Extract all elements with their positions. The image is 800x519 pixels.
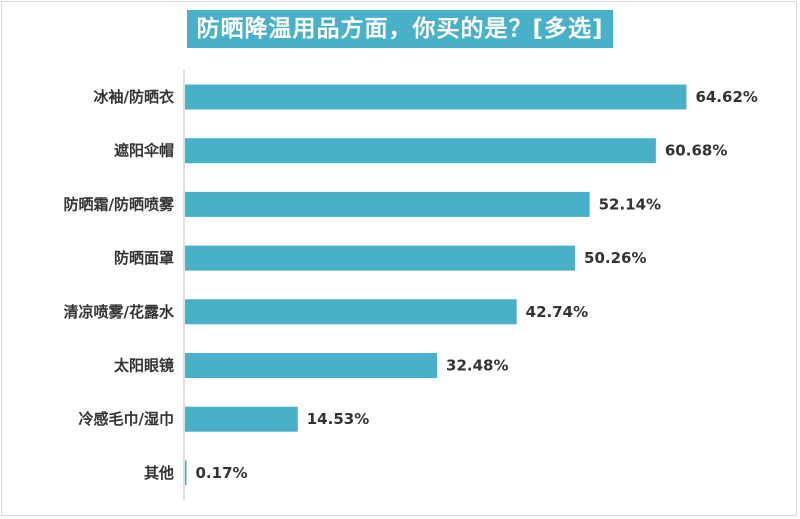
title-container: 防晒降温用品方面，你买的是？[多选]	[0, 10, 800, 48]
bar	[185, 460, 187, 486]
value-label: 14.53%	[307, 410, 369, 428]
category-label: 冰袖/防晒衣	[94, 88, 174, 106]
chart-title: 防晒降温用品方面，你买的是？[多选]	[187, 10, 613, 48]
value-label: 60.68%	[665, 142, 727, 160]
category-label: 清凉喷雾/花露水	[64, 303, 175, 321]
bar	[185, 299, 517, 325]
value-label: 42.74%	[526, 303, 588, 321]
value-label: 32.48%	[446, 357, 508, 375]
bar	[185, 245, 576, 271]
category-label: 太阳眼镜	[114, 357, 174, 375]
value-label: 64.62%	[695, 88, 757, 106]
category-label: 冷感毛巾/湿巾	[79, 410, 174, 428]
bar	[185, 406, 298, 432]
category-label: 防晒霜/防晒喷雾	[64, 195, 175, 213]
bar	[185, 353, 438, 378]
category-label: 遮阳伞帽	[114, 142, 174, 160]
category-label: 其他	[144, 464, 174, 482]
value-label: 50.26%	[584, 249, 646, 267]
bar	[185, 191, 590, 217]
category-label: 防晒面罩	[114, 249, 174, 267]
value-label: 0.17%	[196, 464, 248, 482]
bar	[185, 138, 656, 164]
bar	[185, 84, 687, 110]
value-label: 52.14%	[599, 195, 661, 213]
